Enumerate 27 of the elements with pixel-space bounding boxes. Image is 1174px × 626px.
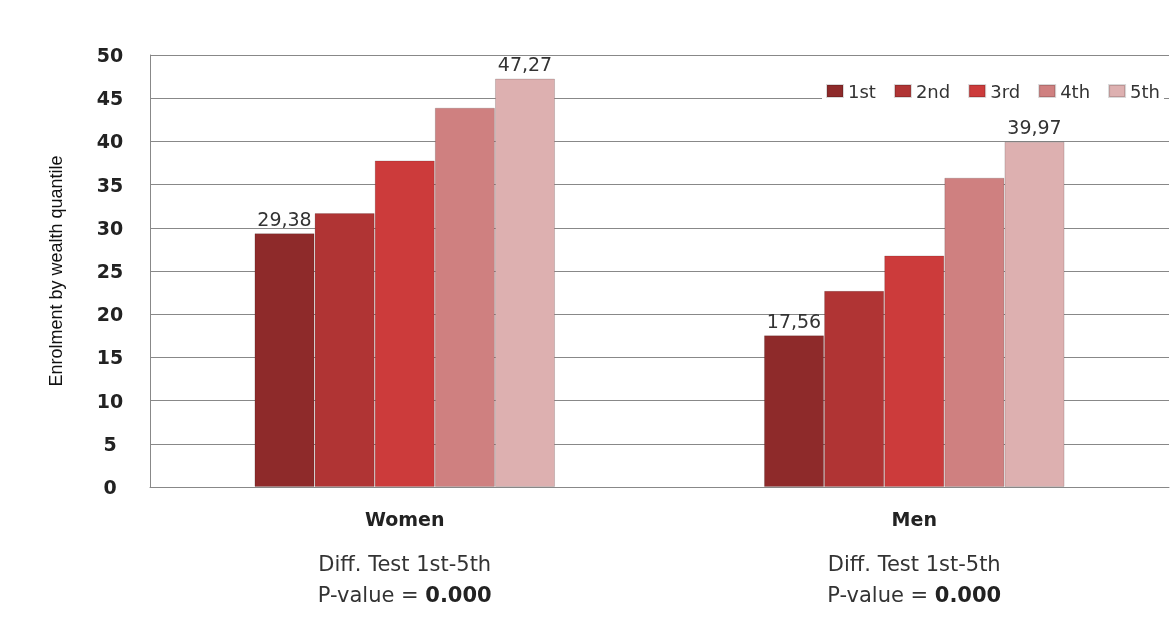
y-tick-label: 5 [103, 432, 117, 455]
x-tick-label: Women [364, 507, 445, 530]
x-tick-label: Men [891, 507, 937, 530]
data-label: 17,56 [766, 309, 822, 332]
y-tick-label: 40 [96, 130, 124, 153]
y-tick-label: 0 [103, 476, 117, 498]
text: P-value = 0.000 [827, 582, 1002, 607]
legend-label: 4th [1060, 80, 1091, 102]
y-tick-label: 10 [96, 389, 124, 412]
text: Diff. Test 1st-5th [827, 551, 1001, 576]
y-tick-label: 20 [96, 303, 124, 326]
data-label: 29,38 [257, 207, 312, 230]
y-tick-label: 30 [96, 216, 124, 239]
y-tick-label: 45 [96, 87, 124, 110]
data-label: 47,27 [497, 53, 553, 76]
legend-label: 1st [848, 80, 876, 102]
legend-label: 2nd [915, 80, 951, 102]
y-tick-label: 15 [96, 346, 124, 369]
legend-label: 3rd [990, 80, 1021, 102]
y-tick-label: 50 [96, 44, 124, 66]
y-tick-label: 35 [96, 173, 124, 196]
y-axis-title: Enrolment by wealth quantile [46, 155, 66, 387]
text: Diff. Test 1st-5th [318, 551, 492, 576]
legend-label: 5th [1130, 80, 1160, 102]
text: P-value = 0.000 [317, 582, 492, 607]
y-tick-label: 25 [96, 260, 124, 282]
data-label: 39,97 [1007, 116, 1062, 139]
